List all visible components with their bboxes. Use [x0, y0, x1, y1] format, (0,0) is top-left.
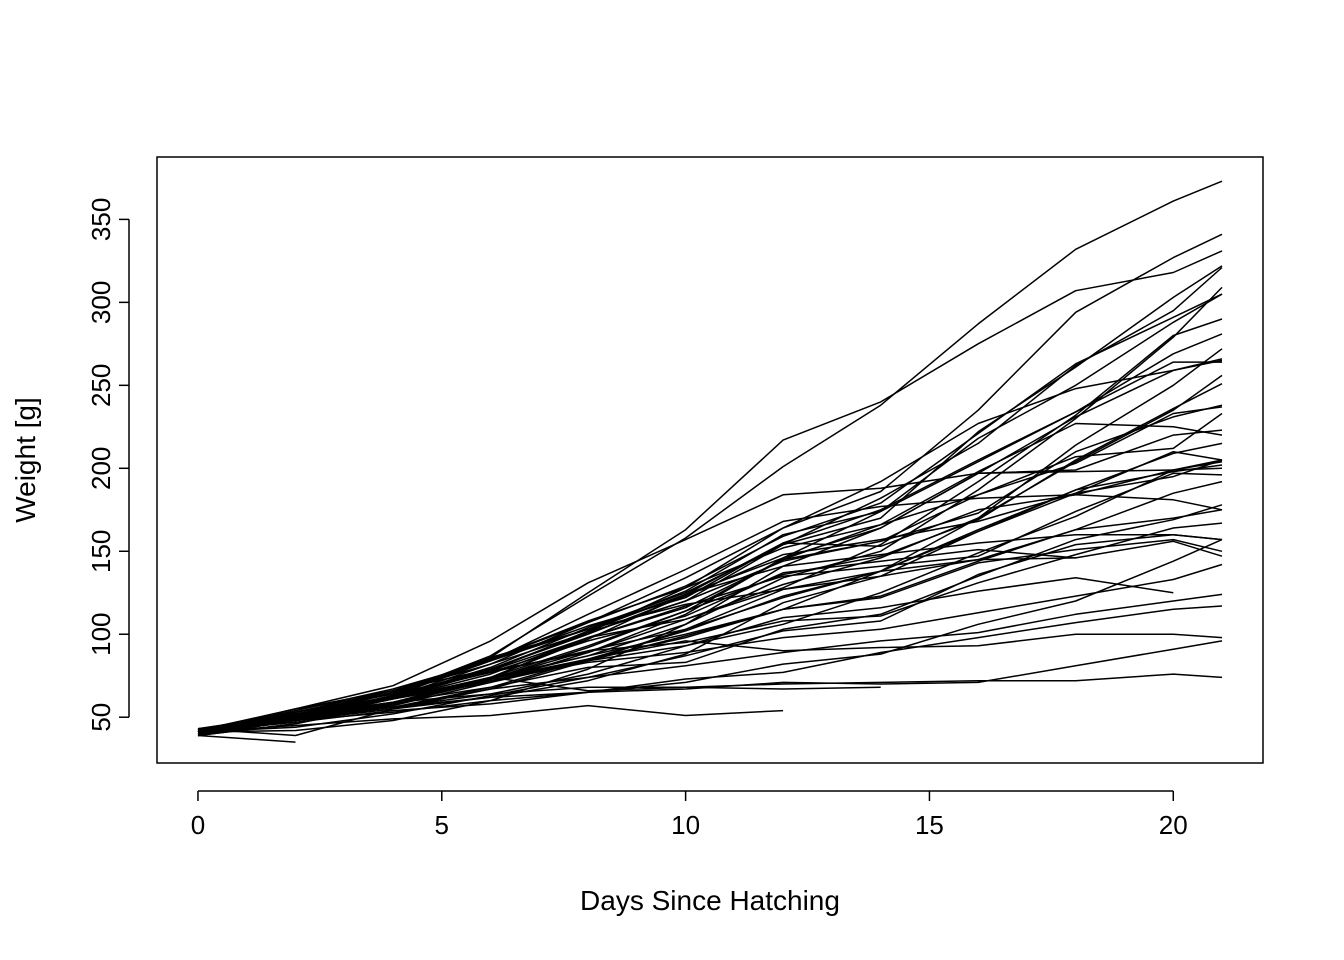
- y-tick-label-250: 250: [86, 364, 116, 407]
- y-tick-label-350: 350: [86, 198, 116, 241]
- series-line-2: [197, 442, 1223, 735]
- y-axis: 50 100 150 200 250 300 350: [86, 198, 130, 732]
- series-line-38: [197, 318, 1223, 733]
- series-line-49: [197, 406, 1223, 735]
- series-line-16: [197, 704, 784, 733]
- x-tick-label-5: 5: [435, 810, 449, 840]
- y-axis-title: Weight [g]: [10, 397, 41, 523]
- series-line-46: [197, 404, 1223, 735]
- series-line-30: [197, 538, 1223, 732]
- series-line-5: [197, 429, 1223, 733]
- x-tick-label-20: 20: [1159, 810, 1188, 840]
- series-line-47: [197, 450, 1223, 733]
- series-line-43: [197, 467, 1223, 732]
- y-tick-label-150: 150: [86, 530, 116, 573]
- y-tick-label-200: 200: [86, 447, 116, 490]
- series-line-34: [197, 233, 1223, 733]
- series-line-45: [197, 472, 1223, 733]
- series-line-37: [197, 504, 1223, 733]
- series-line-19: [197, 538, 1223, 730]
- series-layer: [197, 180, 1223, 743]
- series-line-20: [197, 605, 1223, 733]
- x-axis: 0 5 10 15 20: [191, 790, 1188, 840]
- series-line-29: [197, 286, 1223, 737]
- series-line-10: [197, 593, 1223, 733]
- x-axis-title: Days Since Hatching: [580, 885, 840, 916]
- x-tick-label-0: 0: [191, 810, 205, 840]
- series-line-26: [197, 383, 1223, 732]
- y-tick-label-300: 300: [86, 281, 116, 324]
- series-line-50: [197, 361, 1222, 733]
- x-tick-label-10: 10: [671, 810, 700, 840]
- series-line-48: [197, 265, 1223, 737]
- y-tick-label-100: 100: [86, 613, 116, 656]
- y-tick-label-50: 50: [86, 703, 116, 732]
- series-line-39: [197, 348, 1223, 732]
- series-line-18: [197, 734, 296, 743]
- plot-frame: [156, 156, 1264, 764]
- x-tick-label-15: 15: [915, 810, 944, 840]
